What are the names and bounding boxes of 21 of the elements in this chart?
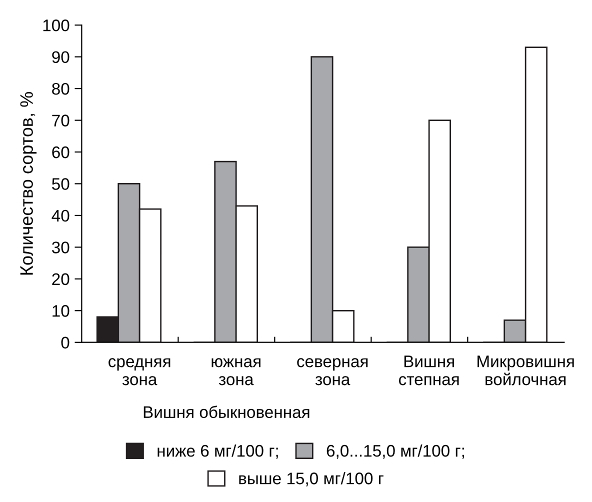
y-tick-label: 40 xyxy=(52,210,70,222)
x-tick-label: Микровишня войлочная xyxy=(478,356,574,386)
x-tick-label: южная зона xyxy=(212,358,260,386)
y-tick-label: 90 xyxy=(52,51,70,64)
y-tick-label: 10 xyxy=(52,305,70,317)
x-tick-label: северная зона xyxy=(297,358,368,386)
y-tick-label: 0 xyxy=(61,336,70,349)
legend-label: 6,0...15,0 мг/100 г; xyxy=(326,444,464,459)
x-tick-label: Вишня степная xyxy=(399,356,459,386)
y-tick-label: 20 xyxy=(52,273,70,286)
legend-label: выше 15,0 мг/100 г xyxy=(239,472,384,486)
legend-label: ниже 6 мг/100 г; xyxy=(158,444,278,459)
x-tick-label: средняя зона xyxy=(108,358,170,386)
y-tick-label: 30 xyxy=(52,242,70,254)
y-tick-label: 70 xyxy=(52,114,70,126)
y-tick-label: 80 xyxy=(52,82,70,95)
y-tick-label: 60 xyxy=(52,146,70,158)
y-axis-title: Количество сортов, % xyxy=(20,92,37,275)
y-tick-label: 100 xyxy=(43,20,70,32)
y-tick-label: 50 xyxy=(52,178,70,190)
text: Вишня обыкновенная xyxy=(144,406,310,418)
